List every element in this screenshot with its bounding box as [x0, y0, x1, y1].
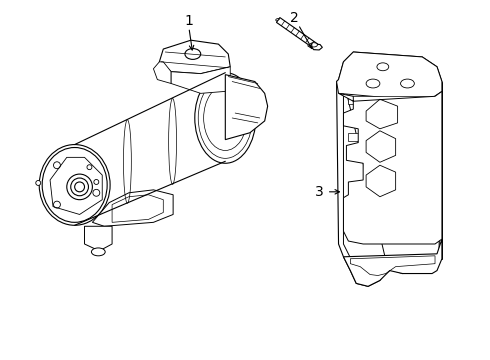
Polygon shape [337, 52, 442, 286]
Ellipse shape [87, 165, 92, 170]
Text: 1: 1 [184, 14, 194, 27]
Ellipse shape [71, 178, 89, 196]
Polygon shape [348, 96, 432, 104]
Polygon shape [276, 19, 279, 21]
Polygon shape [225, 75, 268, 140]
Text: 2: 2 [290, 10, 298, 24]
Polygon shape [348, 113, 432, 121]
Text: 3: 3 [315, 185, 323, 199]
Polygon shape [171, 67, 230, 93]
Polygon shape [276, 18, 318, 50]
Polygon shape [93, 190, 173, 226]
Ellipse shape [36, 180, 41, 185]
Polygon shape [310, 42, 318, 47]
Polygon shape [311, 44, 322, 50]
Ellipse shape [67, 174, 93, 200]
Ellipse shape [94, 180, 99, 184]
Ellipse shape [195, 73, 256, 163]
Polygon shape [337, 52, 442, 101]
Polygon shape [84, 226, 112, 251]
Ellipse shape [92, 248, 105, 256]
Polygon shape [339, 91, 442, 244]
Polygon shape [348, 133, 432, 141]
Polygon shape [159, 40, 230, 74]
Polygon shape [343, 239, 442, 286]
Polygon shape [50, 157, 102, 215]
Ellipse shape [74, 182, 84, 192]
Ellipse shape [39, 145, 110, 225]
Polygon shape [153, 62, 171, 84]
